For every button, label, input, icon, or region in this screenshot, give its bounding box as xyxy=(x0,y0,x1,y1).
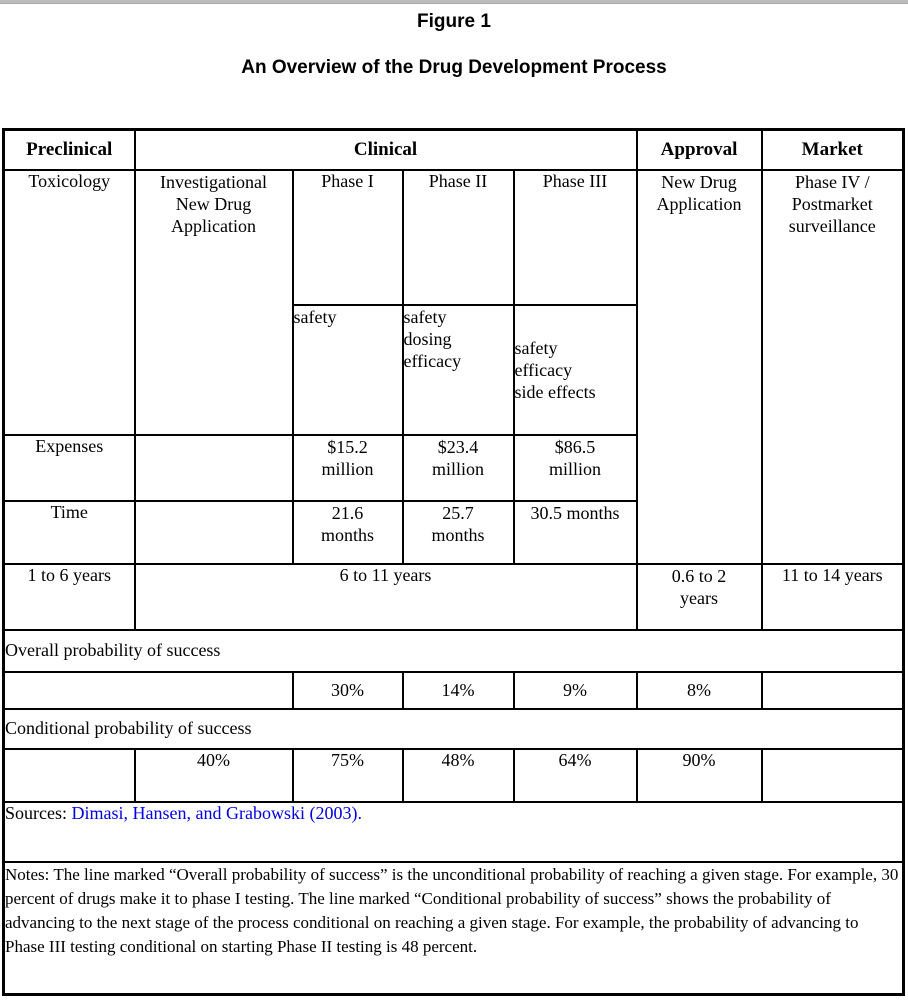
viewport-top-edge xyxy=(0,0,908,4)
focus-line: side effects xyxy=(514,381,596,402)
duration-preclinical: 1 to 6 years xyxy=(2,562,136,631)
phase4-line: Postmarket xyxy=(791,193,873,214)
expenses-label: Expenses xyxy=(2,433,136,502)
drug-development-table: Preclinical Clinical Approval Market Tox… xyxy=(2,128,906,996)
duration-clinical: 6 to 11 years xyxy=(133,562,638,631)
time-phase2: 25.7 months xyxy=(401,499,515,565)
focus-line: dosing xyxy=(403,328,452,349)
cell-phase2-focus: safety dosing efficacy xyxy=(401,303,515,436)
ind-line: Investigational xyxy=(160,171,267,192)
expense-line: $15.2 xyxy=(327,436,368,457)
conditional-probability-values-row: 40% 75% 48% 64% 90% xyxy=(2,747,905,803)
duration-row: 1 to 6 years 6 to 11 years 0.6 to 2 year… xyxy=(2,562,905,631)
cell-new-drug-application: New Drug Application xyxy=(635,168,763,565)
overall-probability-values-row: 30% 14% 9% 8% xyxy=(2,670,905,710)
overall-probability-label: Overall probability of success xyxy=(2,628,905,673)
time-phase1: 21.6 months xyxy=(291,499,404,565)
time-ind-empty-cell xyxy=(133,499,294,565)
header-clinical: Clinical xyxy=(133,128,638,171)
header-preclinical: Preclinical xyxy=(2,128,136,171)
header-market: Market xyxy=(760,128,905,171)
cell-ind-application: Investigational New Drug Application xyxy=(133,168,294,436)
sources-row: Sources: Dimasi, Hansen, and Grabowski (… xyxy=(2,800,905,863)
conditional-phase3: 64% xyxy=(512,747,638,803)
stage-header-row: Preclinical Clinical Approval Market xyxy=(2,128,905,171)
phase4-line: surveillance xyxy=(788,215,876,236)
expenses-phase3: $86.5 million xyxy=(512,433,638,502)
cell-phase4-postmarket: Phase IV / Postmarket surveillance xyxy=(760,168,905,565)
expenses-row: Expenses $15.2 million $23.4 million $86… xyxy=(2,433,904,502)
expenses-phase2: $23.4 million xyxy=(401,433,515,502)
ind-line: Application xyxy=(171,215,256,236)
expenses-ind-empty-cell xyxy=(133,433,294,502)
sources-citation-link[interactable]: Dimasi, Hansen, and Grabowski (2003). xyxy=(71,802,362,823)
duration-line: 0.6 to 2 xyxy=(671,565,727,586)
duration-line: years xyxy=(680,587,719,608)
ind-line: New Drug xyxy=(175,193,252,214)
focus-line: safety xyxy=(403,306,447,327)
overall-market-empty-cell xyxy=(760,670,905,710)
expenses-phase1: $15.2 million xyxy=(291,433,404,502)
conditional-market-empty-cell xyxy=(760,747,905,803)
sources-prefix: Sources: xyxy=(5,802,72,823)
phase4-line: Phase IV / xyxy=(794,171,870,192)
expense-line: $23.4 xyxy=(437,436,479,457)
focus-line: efficacy xyxy=(403,350,462,371)
sources-cell: Sources: Dimasi, Hansen, and Grabowski (… xyxy=(2,800,905,863)
focus-line: efficacy xyxy=(514,359,573,380)
expense-line: million xyxy=(431,458,484,479)
cell-phase1-focus: safety xyxy=(291,303,404,436)
notes-text: Notes: The line marked “Overall probabil… xyxy=(2,860,905,996)
figure-label: Figure 1 xyxy=(417,11,491,32)
overall-phase1: 30% xyxy=(291,670,404,710)
conditional-phase2: 48% xyxy=(401,747,515,803)
cell-phase1: Phase I xyxy=(291,168,404,306)
cell-toxicology: Toxicology xyxy=(2,168,136,436)
overall-empty-left-cell xyxy=(2,670,294,710)
notes-row: Notes: The line marked “Overall probabil… xyxy=(2,860,905,996)
focus-line: safety xyxy=(293,306,337,327)
conditional-phase1: 75% xyxy=(291,747,404,803)
conditional-probability-label: Conditional probability of success xyxy=(2,707,905,750)
time-line: 21.6 xyxy=(331,502,364,523)
time-line: months xyxy=(431,524,485,545)
overall-phase2: 14% xyxy=(401,670,515,710)
focus-line: safety xyxy=(514,337,558,358)
time-label: Time xyxy=(2,499,136,565)
time-line: 30.5 months xyxy=(530,502,620,523)
header-approval: Approval xyxy=(635,128,763,171)
conditional-approval: 90% xyxy=(635,747,763,803)
cell-phase3-focus: safety efficacy side effects xyxy=(512,303,638,436)
time-phase3: 30.5 months xyxy=(512,499,638,565)
conditional-probability-label-row: Conditional probability of success xyxy=(2,707,905,750)
expense-line: million xyxy=(321,458,374,479)
time-line: months xyxy=(320,524,374,545)
overall-probability-label-row: Overall probability of success xyxy=(2,628,905,673)
expense-line: $86.5 xyxy=(554,436,596,457)
cell-phase2: Phase II xyxy=(401,168,515,306)
duration-market: 11 to 14 years xyxy=(760,562,905,631)
trial-focus-row: safety safety dosing efficacy safety eff… xyxy=(4,303,904,436)
expense-line: million xyxy=(549,458,602,479)
nda-line: Application xyxy=(656,193,742,214)
cell-phase3: Phase III xyxy=(512,168,638,306)
overall-phase3: 9% xyxy=(512,670,638,710)
duration-approval: 0.6 to 2 years xyxy=(635,562,763,631)
conditional-preclinical-empty-cell xyxy=(2,747,136,803)
stage-detail-row: Toxicology Investigational New Drug Appl… xyxy=(2,168,905,565)
figure-title: An Overview of the Drug Development Proc… xyxy=(241,57,667,78)
conditional-ind: 40% xyxy=(133,747,294,803)
time-line: 25.7 xyxy=(442,502,474,523)
time-row: Time 21.6 months 25.7 months 30.5 months xyxy=(2,499,904,565)
overall-approval: 8% xyxy=(635,670,763,710)
nda-line: New Drug xyxy=(661,171,737,192)
